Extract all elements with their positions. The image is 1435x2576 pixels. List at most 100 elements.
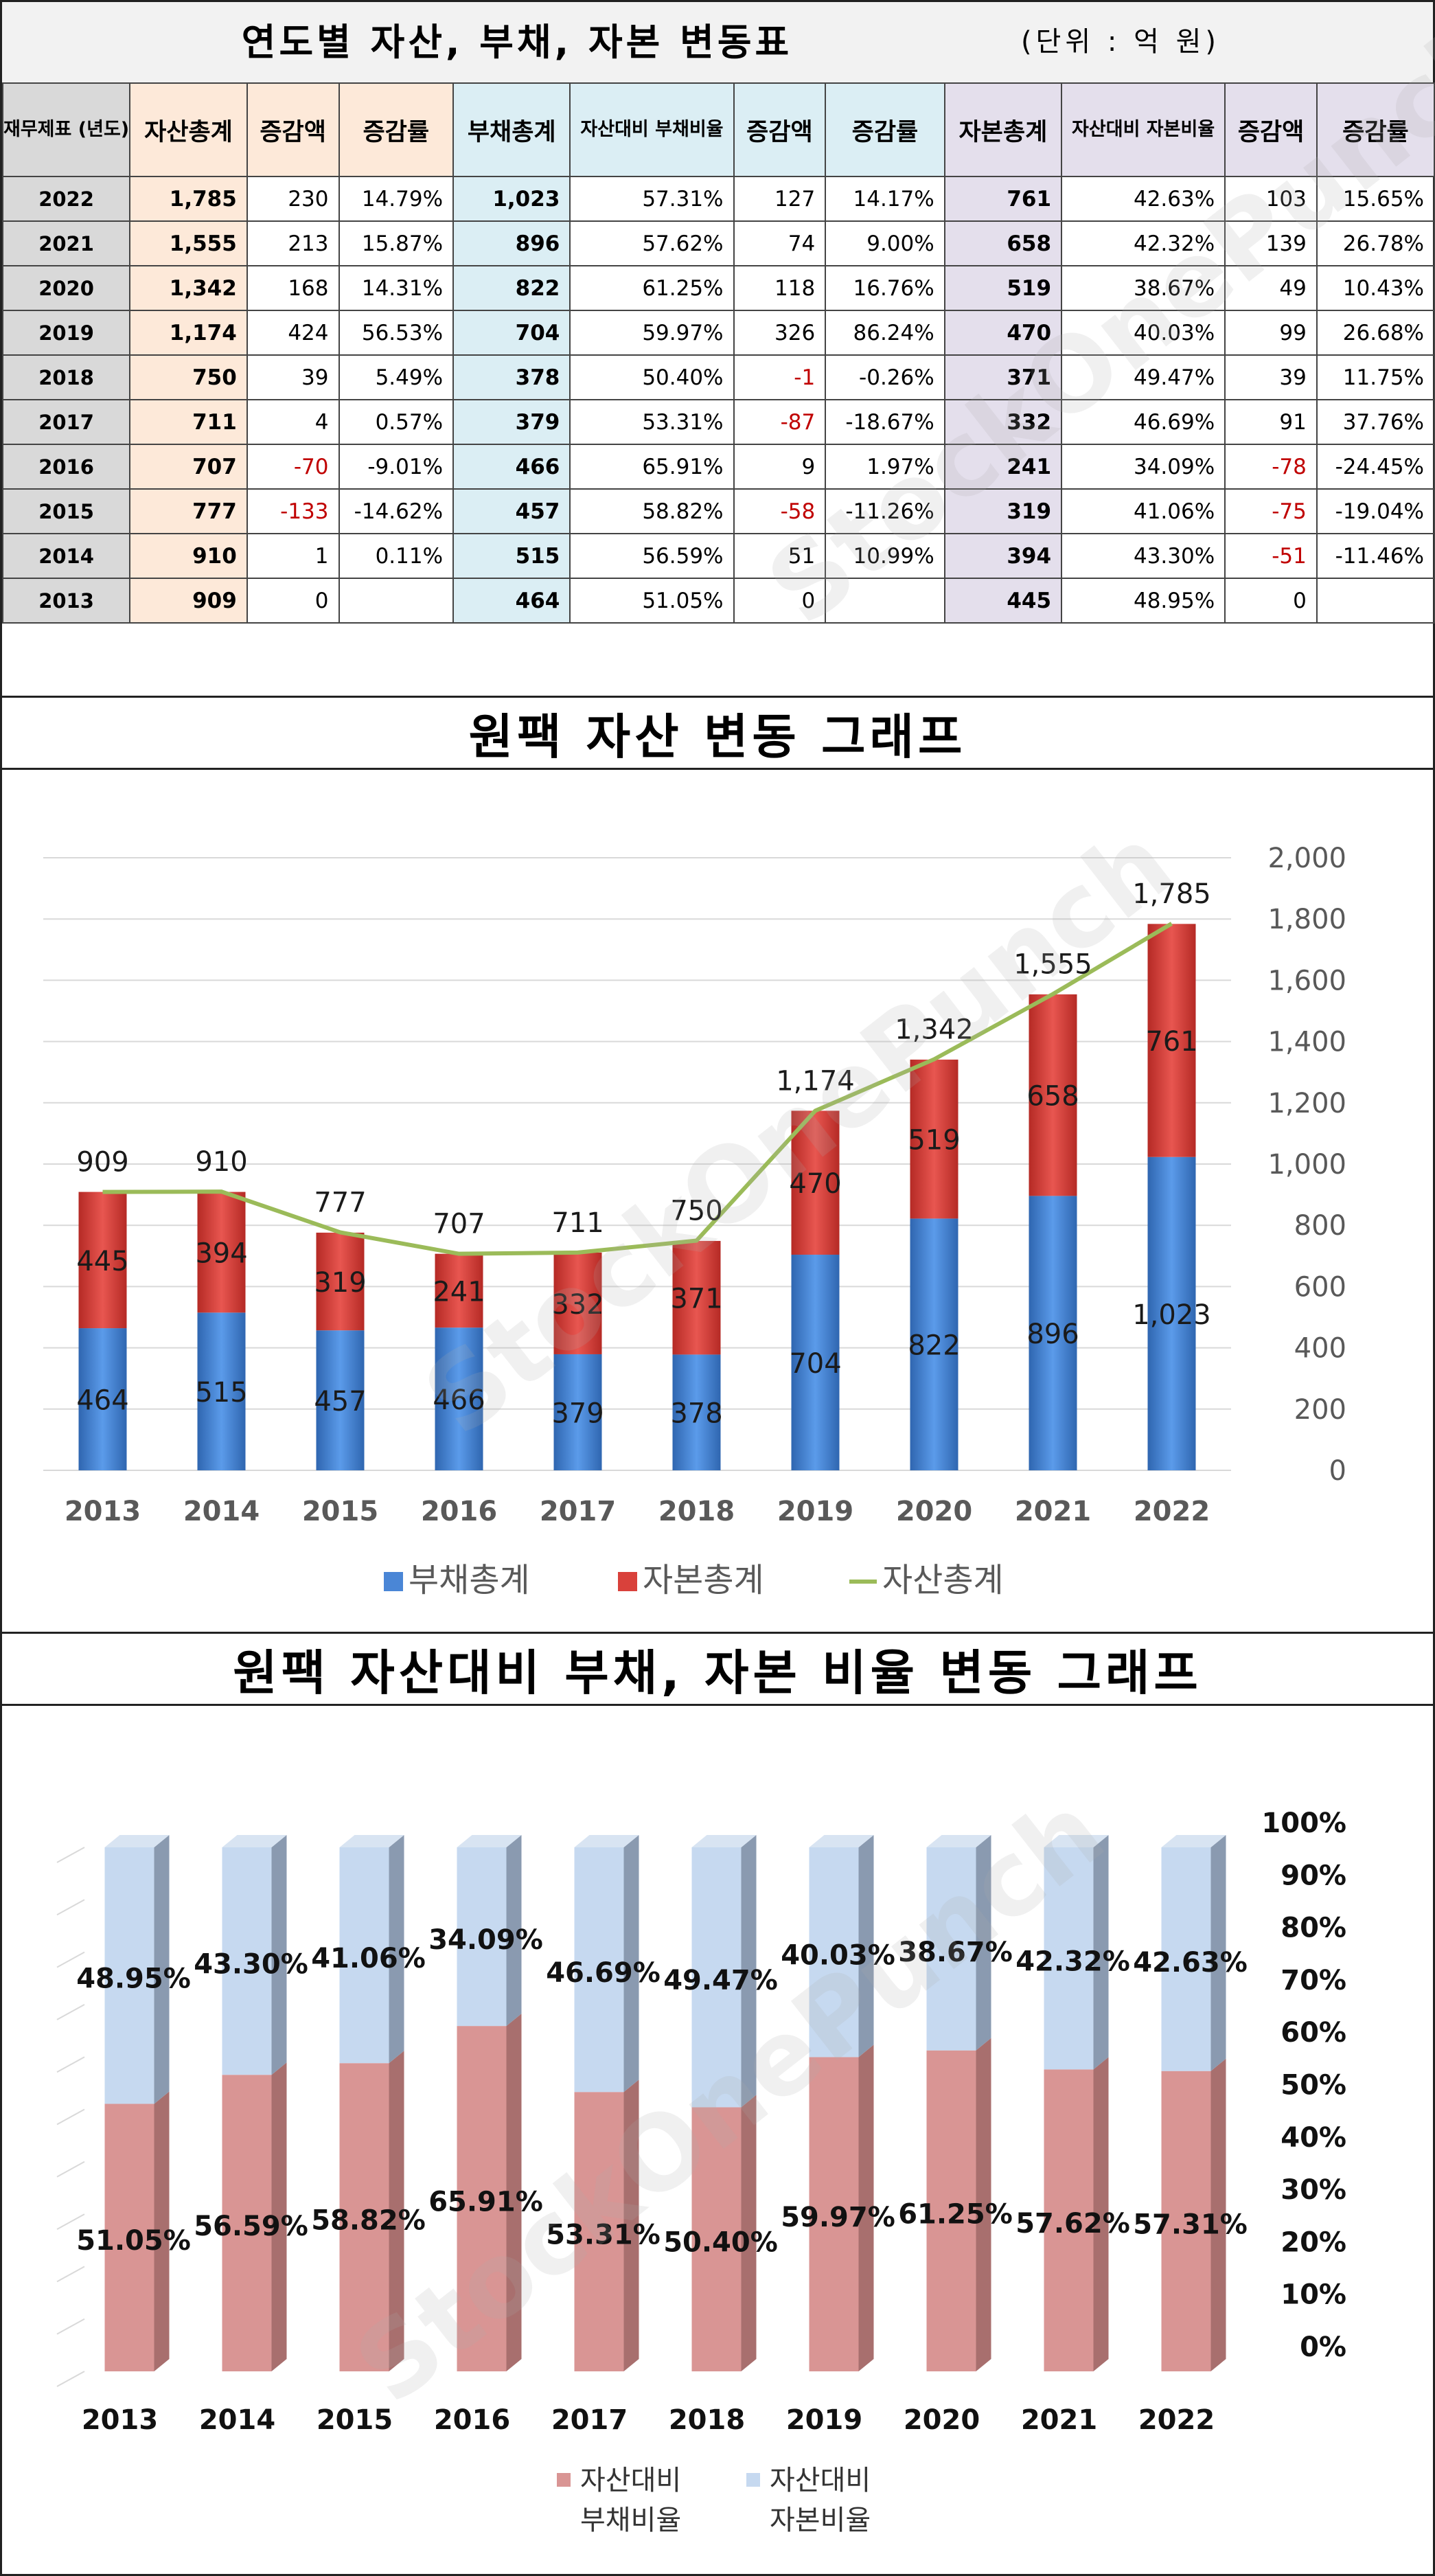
cell-debt: 1,023	[452, 176, 571, 222]
cell-debt-ratio: 51.05%	[569, 578, 735, 624]
label-debt-ratio: 53.31%	[546, 2220, 661, 2251]
label-debt: 457	[314, 1386, 366, 1417]
cell-assets: 777	[129, 488, 248, 534]
gridline	[56, 2318, 85, 2335]
cell-year: 2021	[1, 220, 131, 266]
x-tick-label: 2022	[1138, 2404, 1215, 2436]
label-equity: 332	[551, 1289, 604, 1321]
cell-debt: 379	[452, 399, 571, 445]
label-debt: 464	[76, 1385, 128, 1417]
x-tick-label: 2021	[1021, 2404, 1097, 2436]
bar-equity	[791, 1110, 840, 1255]
cell-equity-ratio: 49.47%	[1061, 354, 1226, 400]
cell-equity: 761	[943, 176, 1063, 222]
bar-debt-side	[271, 2062, 287, 2371]
cell-equity-change: 39	[1224, 354, 1318, 400]
y-tick-label: 400	[1294, 1333, 1346, 1365]
bar-top	[339, 1835, 404, 1847]
label-equity-ratio: 46.69%	[546, 1957, 661, 1989]
label-assets-total: 707	[433, 1209, 485, 1240]
bar-equity-ratio	[104, 1847, 154, 2104]
bar-top	[1044, 1835, 1109, 1847]
bar-debt-side	[741, 2095, 757, 2371]
label-assets-total: 1,174	[776, 1065, 855, 1097]
table-row: 2017 711 4 0.57% 379 53.31% -87 -18.67% 332 46.69…	[1, 399, 1435, 445]
cell-debt-change: 127	[733, 176, 827, 222]
label-debt: 822	[908, 1330, 960, 1362]
label-debt: 378	[670, 1398, 722, 1430]
bar-equity-side	[741, 1835, 757, 2108]
label-debt-ratio: 65.91%	[428, 2187, 543, 2218]
cell-equity-rate	[1316, 578, 1435, 624]
gridline	[56, 1899, 85, 1916]
header-equity-change: 증감액	[1224, 82, 1318, 177]
table-header-row: 재무제표 (년도) 자산총계 증감액 증감률 부채총계 자산대비 부채비율 증감…	[1, 82, 1435, 177]
bar-debt-side	[858, 2044, 874, 2371]
cell-debt-rate: 14.17%	[825, 176, 945, 222]
bar-equity	[197, 1192, 246, 1313]
x-tick-label: 2020	[896, 1496, 972, 1527]
cell-equity-ratio: 42.63%	[1061, 176, 1226, 222]
header-assets-change: 증감액	[246, 82, 340, 177]
bar-equity-ratio	[1044, 1847, 1094, 2070]
bar-debt	[435, 1327, 483, 1470]
y-tick-label: 1,200	[1267, 1088, 1346, 1119]
cell-assets-change: 4	[246, 399, 340, 445]
cell-assets-rate: 14.79%	[338, 176, 455, 222]
cell-debt-rate: 16.76%	[825, 265, 945, 311]
cell-year: 2022	[1, 176, 131, 222]
cell-debt-ratio: 58.82%	[569, 488, 735, 534]
cell-assets: 750	[129, 354, 248, 400]
label-equity: 371	[670, 1284, 722, 1315]
gridline	[56, 1951, 85, 1968]
cell-debt-change: 0	[733, 578, 827, 624]
cell-equity-rate: 11.75%	[1316, 354, 1435, 400]
cell-assets-rate: 0.11%	[338, 533, 455, 579]
label-equity-ratio: 34.09%	[428, 1924, 543, 1956]
cell-debt-change: 118	[733, 265, 827, 311]
cell-year: 2018	[1, 354, 131, 400]
x-tick-label: 2019	[786, 2404, 862, 2436]
y-tick-label: 2,000	[1267, 843, 1346, 874]
bar-equity	[435, 1253, 483, 1328]
cell-debt: 466	[452, 444, 571, 490]
cell-assets-change: 424	[246, 310, 340, 356]
bar-top	[104, 1835, 170, 1847]
cell-equity-change: 91	[1224, 399, 1318, 445]
y-tick-label: 800	[1294, 1210, 1346, 1242]
cell-debt: 515	[452, 533, 571, 579]
label-assets-total: 1,555	[1013, 948, 1092, 980]
label-debt: 1,023	[1132, 1299, 1211, 1331]
label-equity-ratio: 43.30%	[194, 1949, 308, 1981]
cell-equity-ratio: 42.32%	[1061, 220, 1226, 266]
y-tick-label: 40%	[1281, 2122, 1346, 2154]
cell-equity-ratio: 48.95%	[1061, 578, 1226, 624]
cell-assets: 707	[129, 444, 248, 490]
bar-equity	[1029, 994, 1077, 1196]
y-tick-label: 200	[1294, 1394, 1346, 1426]
header-debt-ratio: 자산대비 부채비율	[569, 82, 735, 177]
label-equity: 519	[908, 1125, 960, 1156]
bar-equity	[316, 1232, 365, 1331]
cell-equity-change: 103	[1224, 176, 1318, 222]
gridline	[56, 2266, 85, 2283]
ratio-3d-stacked-chart: 0% 10% 20% 30% 40% 50% 60% 70% 80% 90% 100% 51.05% 4…	[56, 1808, 1346, 2536]
y-tick-label: 0	[1329, 1455, 1346, 1487]
y-tick-label: 1,600	[1267, 965, 1346, 996]
label-debt: 466	[433, 1384, 485, 1416]
cell-debt: 704	[452, 310, 571, 356]
bar-debt-ratio	[104, 2104, 154, 2371]
cell-equity-rate: 10.43%	[1316, 265, 1435, 311]
x-tick-label: 2015	[317, 2404, 393, 2436]
cell-equity-rate: 15.65%	[1316, 176, 1435, 222]
cell-assets-rate: 56.53%	[338, 310, 455, 356]
x-tick-label: 2021	[1015, 1496, 1091, 1527]
label-assets-total: 750	[670, 1196, 722, 1227]
header-assets-rate: 증감률	[338, 82, 455, 177]
gridline	[56, 2371, 85, 2387]
cell-year: 2019	[1, 310, 131, 356]
cell-equity-change: -51	[1224, 533, 1318, 579]
bar-debt-side	[976, 2038, 991, 2371]
bar-debt-ratio	[926, 2050, 976, 2371]
table-row: 2019 1,174 424 56.53% 704 59.97% 326 86.24% 470 4…	[1, 310, 1435, 356]
